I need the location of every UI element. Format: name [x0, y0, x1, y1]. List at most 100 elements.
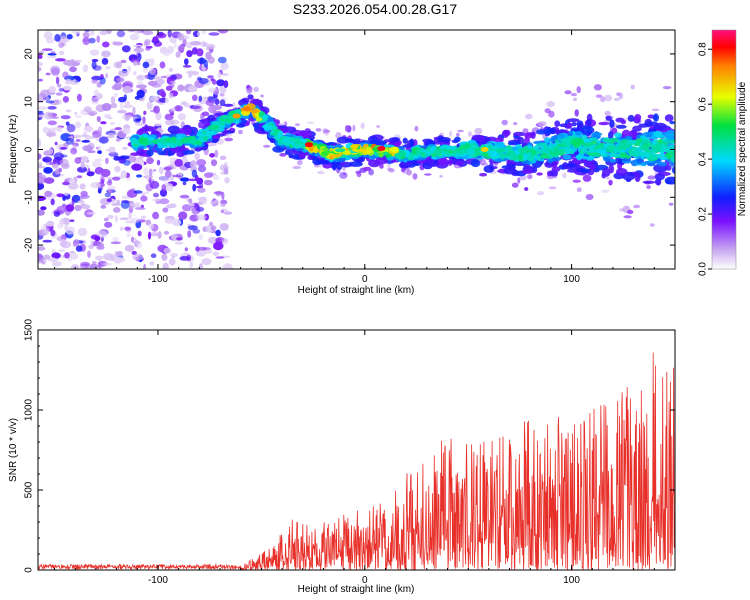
ridge-blob [620, 149, 626, 153]
spectral-blob [439, 174, 443, 178]
noise-blob [219, 99, 226, 107]
noise-blob [71, 30, 81, 35]
noise-blob [136, 174, 143, 178]
noise-blob [168, 67, 173, 72]
noise-blob [188, 85, 198, 93]
noise-blob [122, 146, 128, 150]
noise-blob [50, 55, 57, 59]
noise-blob [199, 41, 209, 48]
noise-blob [131, 236, 134, 243]
ridge-blob [176, 151, 185, 158]
noise-blob [221, 191, 225, 200]
noise-blob [220, 209, 225, 214]
ridge-blob [382, 151, 390, 155]
noise-blob [71, 198, 75, 207]
ridge-blob [556, 149, 565, 156]
noise-blob [75, 139, 81, 142]
ridge-blob [593, 167, 600, 173]
colorbar-frame [711, 29, 737, 270]
spectral-blob [278, 122, 286, 126]
noise-blob [192, 183, 197, 192]
ridge-blob [523, 145, 529, 151]
noise-blob [82, 36, 90, 46]
noise-blob [205, 51, 212, 60]
ridge-blob [483, 165, 495, 173]
ridge-blob [290, 136, 296, 143]
noise-blob [204, 172, 214, 178]
ridge-blob [570, 127, 580, 132]
noise-blob [53, 211, 61, 217]
noise-blob [162, 207, 169, 213]
spectral-blob [474, 127, 483, 135]
noise-blob [100, 121, 107, 125]
noise-blob [80, 134, 91, 138]
noise-blob [38, 174, 47, 179]
noise-blob [188, 198, 193, 204]
spectral-blob [511, 182, 519, 188]
noise-blob [71, 59, 82, 63]
spectral-blob [344, 125, 349, 132]
y-tick-label: -20 [24, 237, 35, 252]
noise-blob [98, 243, 105, 248]
noise-blob [107, 116, 113, 120]
noise-blob [65, 78, 72, 85]
noise-blob [138, 97, 145, 102]
ridge-blob [669, 161, 675, 167]
noise-blob [215, 238, 223, 246]
spectral-blob [386, 167, 393, 171]
noise-blob [177, 32, 185, 41]
noise-blob [38, 106, 48, 110]
noise-blob [197, 187, 206, 193]
noise-blob [55, 76, 60, 85]
ridge-blob [320, 151, 329, 157]
noise-blob [97, 256, 106, 259]
noise-blob [106, 186, 116, 190]
ridge-blob [141, 126, 151, 132]
noise-blob [164, 114, 174, 121]
spectral-blob [633, 204, 641, 209]
noise-blob [148, 223, 155, 230]
noise-blob [97, 150, 102, 155]
ridge-blob [182, 150, 195, 155]
noise-blob [135, 118, 142, 122]
spectral-blob [406, 169, 413, 176]
noise-blob [46, 220, 55, 227]
ridge-blob [562, 137, 570, 144]
noise-blob [190, 41, 202, 46]
y-tick-label: -10 [24, 190, 35, 205]
noise-blob [187, 225, 198, 231]
noise-blob [174, 241, 184, 245]
spectral-blob [356, 171, 362, 178]
spectral-blob [400, 167, 406, 173]
noise-blob [198, 121, 203, 129]
y-tick-label: 0 [24, 567, 35, 573]
noise-blob [224, 177, 230, 184]
noise-blob [169, 203, 177, 208]
snr-y-axis-label: SNR (10 * v/v) [8, 418, 19, 482]
noise-blob [212, 251, 219, 256]
spectral-blob [649, 223, 655, 227]
noise-blob [142, 67, 148, 73]
noise-blob [199, 182, 204, 188]
noise-blob [145, 47, 151, 51]
noise-blob [42, 239, 53, 243]
colorbar-tick-label: 0.0 [698, 262, 709, 276]
noise-blob [201, 258, 212, 266]
noise-blob [134, 202, 141, 209]
spectral-blob [647, 175, 656, 180]
spectral-blob [253, 86, 259, 92]
noise-blob [163, 247, 171, 254]
noise-blob [149, 261, 155, 266]
noise-blob [47, 106, 57, 110]
noise-blob [152, 211, 160, 220]
ridge-blob [668, 139, 675, 144]
noise-blob [146, 157, 154, 165]
ridge-blob [614, 132, 622, 138]
ridge-blob [409, 138, 415, 147]
noise-blob [136, 74, 146, 81]
ridge-blob [652, 139, 657, 146]
ridge-blob [633, 150, 643, 157]
noise-blob [108, 189, 112, 194]
ridge-blob [307, 155, 314, 161]
